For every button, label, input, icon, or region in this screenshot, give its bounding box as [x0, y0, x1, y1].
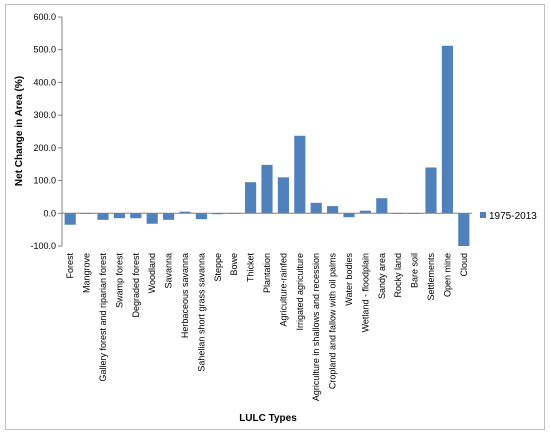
x-tick-label: Agriculture in shallows and recession — [311, 253, 321, 401]
bars — [64, 45, 470, 246]
y-tick-label: 600.0 — [33, 12, 56, 22]
bar — [458, 213, 470, 246]
legend-swatch — [480, 212, 486, 218]
bar — [146, 213, 158, 224]
x-tick-label: Sahelian short grass savanna — [196, 253, 206, 372]
chart-frame: -100.0 0.0 100.0 200.0 300.0 400.0 500.0 600.0 … — [5, 4, 545, 430]
x-tick-label: Water bodies — [344, 253, 354, 306]
x-tick-label: Agriculture-rainfed — [278, 253, 288, 327]
y-tick-label: 400.0 — [33, 77, 56, 87]
x-axis-title: LULC Types — [239, 413, 297, 424]
x-tick-label: Plantation — [262, 253, 272, 293]
bar — [245, 182, 257, 214]
x-tick-label: Bowe — [229, 253, 239, 276]
x-tick-label: Sandy area — [377, 253, 387, 299]
bar — [113, 213, 125, 219]
x-tick-label: Settlements — [426, 253, 436, 301]
x-tick-label: Swamp forest — [114, 253, 124, 309]
x-tick-label: Cloud — [459, 253, 469, 277]
bar — [130, 213, 142, 219]
bar — [64, 213, 76, 225]
bar — [97, 213, 109, 220]
x-axis-tick-labels: Forest Mangrove Gallery forest and riparia… — [65, 253, 469, 402]
x-tick-label: Wetland - floodplain — [360, 253, 370, 332]
bar — [310, 202, 322, 214]
y-tick-label: 0.0 — [43, 208, 56, 218]
bar — [359, 210, 371, 214]
bar-chart: -100.00.0100.0200.0300.0400.0500.0600.0 … — [14, 12, 537, 424]
y-tick-label: 200.0 — [33, 143, 56, 153]
bar — [343, 213, 355, 218]
y-tick-label: 500.0 — [33, 45, 56, 55]
legend: 1975-2013 — [480, 211, 537, 222]
y-axis-title: Net Change in Area (%) — [14, 76, 25, 186]
x-tick-label: Steppe — [213, 253, 223, 282]
bar — [261, 164, 273, 214]
x-tick-label: Forest — [65, 253, 75, 279]
bar — [277, 177, 289, 214]
y-tick-label: 300.0 — [33, 110, 56, 120]
y-axis-ticks: -100.0 0.0 100.0 200.0 300.0 400.0 500.0 600.0 — [30, 12, 62, 251]
x-tick-label: Cropland and fallow with oil palms — [328, 253, 338, 390]
bar — [441, 45, 453, 214]
x-tick-label: Woodland — [147, 253, 157, 293]
x-tick-label: Irrigated agriculture — [295, 253, 305, 331]
bar — [294, 135, 306, 214]
x-tick-label: Gallery forest and riparian forest — [98, 253, 108, 382]
y-tick-label: 100.0 — [33, 176, 56, 186]
bar — [179, 211, 191, 214]
legend-label: 1975-2013 — [489, 211, 537, 222]
bar — [376, 198, 388, 214]
bar — [425, 167, 437, 214]
x-tick-label: Open mine — [442, 253, 452, 297]
x-tick-label: Herbaceous savanna — [180, 253, 190, 338]
x-tick-label: Bare soil — [410, 253, 420, 288]
x-tick-label: Savanna — [164, 253, 174, 289]
y-tick-label: -100.0 — [30, 241, 56, 251]
bar — [195, 213, 207, 220]
bar — [327, 206, 339, 214]
x-tick-label: Mangrove — [82, 253, 92, 293]
x-tick-label: Degraded forest — [131, 253, 141, 318]
x-tick-label: Thicket — [246, 253, 256, 283]
bar — [163, 213, 175, 220]
x-tick-label: Rocky land — [393, 253, 403, 298]
